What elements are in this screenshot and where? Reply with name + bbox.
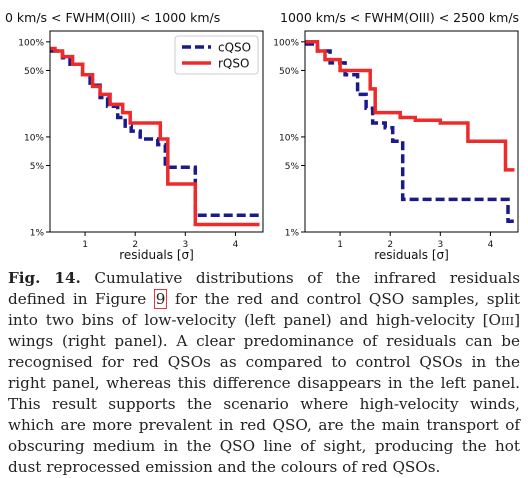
x-tick-label: 3 [182, 240, 188, 250]
right-panel: 1000 km/s < FWHM(OIII) < 2500 km/s 1 2 3 4 1%… [273, 10, 519, 262]
plot-frame [304, 30, 519, 233]
y-tick-label: 10% [24, 133, 44, 143]
series-line-rqso [305, 40, 515, 172]
figure-reference-link[interactable]: 9 [153, 289, 168, 309]
x-tick-label: 1 [337, 240, 343, 250]
x-tick-label: 3 [437, 240, 443, 250]
x-tick-label: 2 [132, 240, 138, 250]
caption-text-1: Cumulative distributions of the infrared… [8, 269, 521, 308]
figure-charts: 0 km/s < FWHM(OIII) < 1000 km/s1 2 3 41%5%1… [5, 10, 519, 262]
figure-caption: Fig. 14. Cumulative distributions of the… [8, 268, 520, 478]
caption-label: Fig. 14. [8, 269, 81, 287]
series-line-cqso [305, 42, 515, 223]
x-axis-label: residuals [σ] [119, 248, 194, 262]
y-tick-label: 1% [285, 229, 300, 239]
x-tick-label: 4 [233, 240, 239, 250]
chart-title: 1000 km/s < FWHM(OIII) < 2500 km/s [280, 10, 519, 25]
caption-roman-numeral: iii [501, 311, 515, 329]
y-tick-label: 50% [24, 67, 44, 77]
y-tick-label: 1% [30, 229, 45, 239]
y-tick-label: 100% [18, 38, 44, 48]
x-tick-label: 1 [82, 240, 88, 250]
y-tick-label: 100% [273, 38, 299, 48]
series-line-rqso [50, 46, 260, 227]
x-tick-label: 2 [387, 240, 393, 250]
left-panel: 0 km/s < FWHM(OIII) < 1000 km/s 1 2 3 4 1% 5% 1… [5, 10, 264, 262]
y-tick-label: 5% [285, 162, 300, 172]
legend-label-cqso: cQSO [218, 41, 251, 55]
legend-label-rqso: rQSO [218, 57, 249, 71]
caption-text-3: ] wings (right panel). A clear predomina… [8, 311, 520, 476]
plot-frame [49, 30, 264, 233]
y-tick-label: 10% [279, 133, 299, 143]
caption-text-2: for the red and control QSO samples, spl… [8, 290, 521, 329]
y-tick-label: 50% [279, 67, 299, 77]
y-tick-label: 5% [30, 162, 45, 172]
x-axis-label: residuals [σ] [374, 248, 449, 262]
x-tick-label: 4 [488, 240, 494, 250]
chart-title: 0 km/s < FWHM(OIII) < 1000 km/s [5, 10, 220, 25]
